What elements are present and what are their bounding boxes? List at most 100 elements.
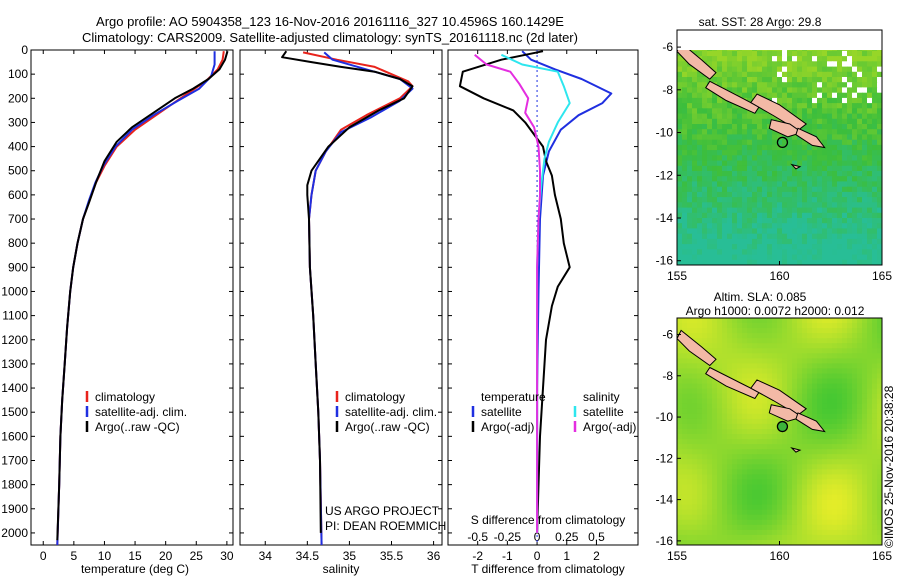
map-cell xyxy=(692,66,698,73)
map-cell xyxy=(802,504,808,511)
map-cell xyxy=(682,423,688,430)
map-cell xyxy=(877,514,882,521)
map-cell xyxy=(737,150,743,156)
map-cell xyxy=(752,413,758,420)
map-cell xyxy=(692,494,698,501)
map-cell xyxy=(832,444,838,450)
map-cell xyxy=(817,118,823,125)
map-cell xyxy=(742,479,748,485)
map-cell xyxy=(812,353,818,359)
map-cell xyxy=(772,479,778,485)
map-cell xyxy=(727,434,733,440)
map-cell xyxy=(707,165,713,172)
map-cell xyxy=(877,171,882,177)
map-cell xyxy=(872,113,878,120)
map-cell xyxy=(752,77,758,83)
map-cell xyxy=(857,82,863,88)
y-tick-label: 500 xyxy=(8,164,28,178)
map-cell xyxy=(832,238,838,245)
map-cell xyxy=(777,378,783,385)
map-cell xyxy=(682,212,688,219)
map-cell xyxy=(732,181,738,188)
map-cell xyxy=(682,529,688,536)
map-cell xyxy=(797,66,803,73)
map-cell xyxy=(762,504,768,511)
map-cell xyxy=(792,202,798,209)
map-cell xyxy=(682,328,688,334)
map-cell xyxy=(812,35,818,41)
map-cell xyxy=(842,318,848,324)
map-cell xyxy=(832,499,838,506)
map-cell xyxy=(747,92,753,99)
map-cell xyxy=(727,61,733,68)
map-cell xyxy=(772,474,778,480)
map-cell xyxy=(822,338,828,344)
map-cell xyxy=(852,40,858,46)
map-cell xyxy=(747,444,753,450)
map-cell xyxy=(862,254,868,261)
map-cell xyxy=(832,388,838,395)
map-cell xyxy=(777,494,783,501)
map-cell xyxy=(712,509,718,516)
map-cell xyxy=(702,509,708,516)
map-cell xyxy=(757,181,763,188)
map-cell xyxy=(822,155,828,162)
map-cell xyxy=(877,244,882,250)
map-cell xyxy=(692,207,698,214)
map-cell xyxy=(822,40,828,46)
map-cell xyxy=(722,519,728,526)
map-cell xyxy=(807,358,813,364)
map-cell xyxy=(682,129,688,135)
map-cell xyxy=(862,439,868,445)
map-cell xyxy=(867,398,873,405)
map-cell xyxy=(737,134,743,141)
map-cell xyxy=(782,363,788,369)
map-cell xyxy=(787,333,793,339)
map-cell xyxy=(777,77,783,83)
map-cell xyxy=(772,338,778,344)
map-cell xyxy=(687,97,693,104)
map-cell xyxy=(867,529,873,536)
map-cell xyxy=(767,129,773,135)
map-cell xyxy=(742,176,748,182)
map-cell xyxy=(712,408,718,415)
map-cell xyxy=(827,238,833,245)
map-cell xyxy=(812,71,818,78)
map-cell xyxy=(762,212,768,219)
map-cell xyxy=(707,489,713,496)
map-cell xyxy=(702,134,708,141)
map-cell xyxy=(717,144,723,151)
map-cell xyxy=(792,464,798,470)
map-cell xyxy=(862,454,868,460)
map-cell xyxy=(782,103,788,109)
map-cell xyxy=(857,524,863,531)
map-cell xyxy=(757,343,763,349)
map-cell xyxy=(792,97,798,104)
map-cell xyxy=(747,363,753,369)
map-cell xyxy=(822,124,828,130)
map-cell xyxy=(807,171,813,177)
map-cell xyxy=(692,202,698,209)
map-cell xyxy=(692,30,698,36)
map-cell xyxy=(717,61,723,68)
map-cell xyxy=(807,66,813,73)
map-cell xyxy=(807,368,813,374)
map-cell xyxy=(862,171,868,177)
map-cell xyxy=(802,353,808,359)
map-cell xyxy=(742,71,748,78)
map-cell xyxy=(812,393,818,400)
map-cell xyxy=(782,259,788,265)
map-cell xyxy=(712,328,718,334)
map-cell xyxy=(727,363,733,369)
series-group xyxy=(281,50,414,545)
map-cell xyxy=(807,103,813,109)
map-cell xyxy=(807,61,813,68)
map-cell xyxy=(707,474,713,480)
map-cell xyxy=(772,40,778,46)
map-cell xyxy=(827,499,833,506)
island-shape xyxy=(795,127,826,149)
map-cell xyxy=(812,519,818,526)
map-cell xyxy=(682,82,688,88)
map-cell xyxy=(812,82,818,88)
